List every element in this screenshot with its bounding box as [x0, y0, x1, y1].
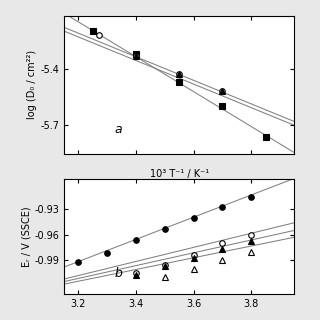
Text: 10³ T⁻¹ / K⁻¹: 10³ T⁻¹ / K⁻¹: [150, 169, 209, 180]
Text: b: b: [115, 267, 123, 280]
Y-axis label: Eᵣ / V (SSCE): Eᵣ / V (SSCE): [21, 206, 31, 267]
Y-axis label: log (D₀ / cm²²): log (D₀ / cm²²): [28, 50, 37, 119]
Text: a: a: [115, 123, 122, 136]
